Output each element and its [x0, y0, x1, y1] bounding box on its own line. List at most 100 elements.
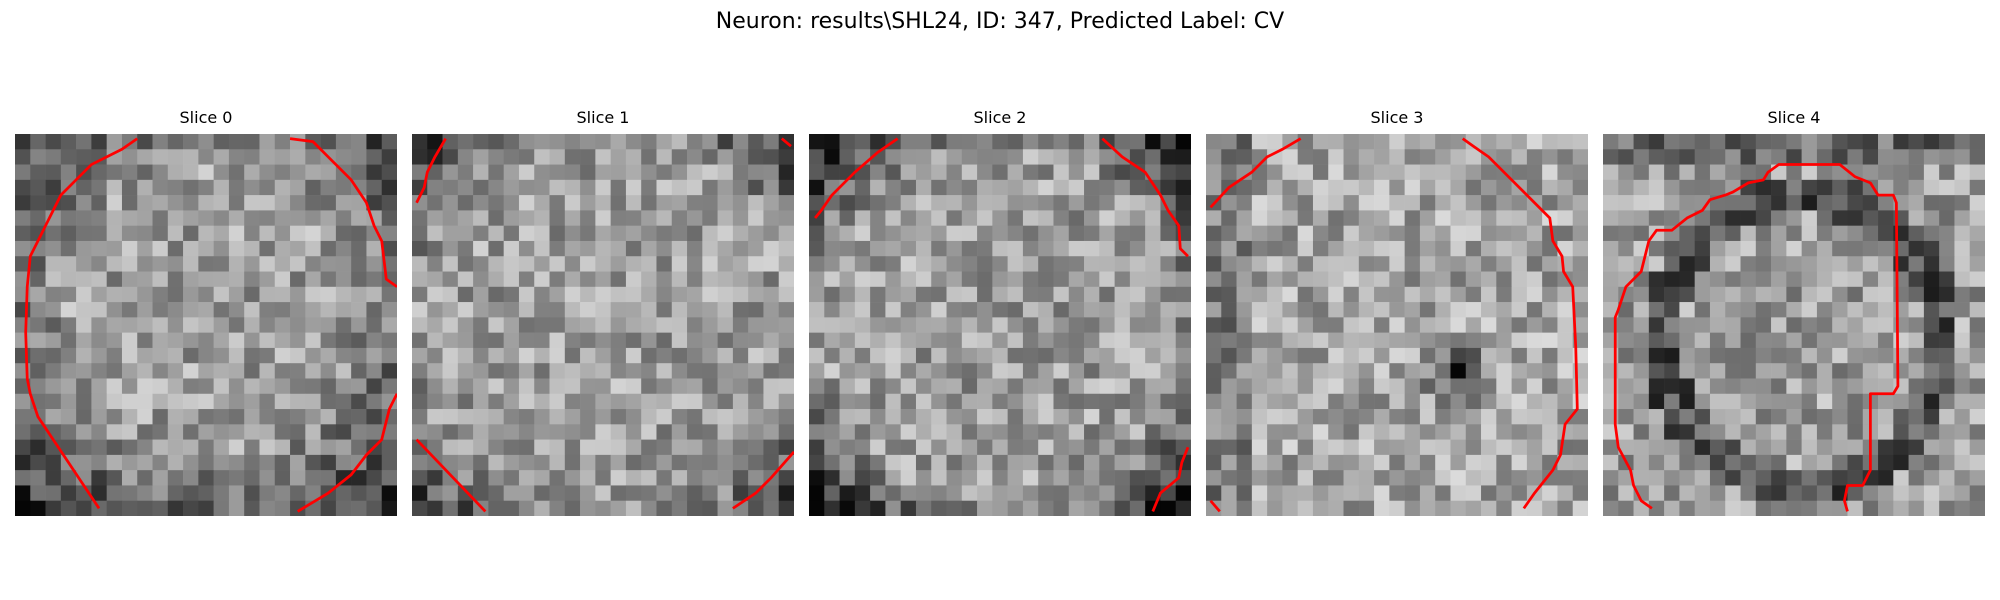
pixel-cell	[1145, 424, 1161, 440]
pixel-cell	[91, 409, 107, 425]
pixel-cell	[60, 424, 77, 440]
pixel-cell	[1648, 271, 1665, 288]
pixel-cell	[1816, 393, 1833, 410]
pixel-cell	[1648, 134, 1665, 150]
pixel-cell	[656, 240, 673, 257]
pixel-cell	[1282, 470, 1298, 486]
pixel-cell	[931, 271, 947, 288]
pixel-cell	[1099, 240, 1115, 257]
pixel-cell	[137, 439, 153, 456]
pixel-cell	[1954, 302, 1971, 318]
pixel-cell	[1481, 485, 1497, 502]
pixel-cell	[1160, 393, 1177, 410]
pixel-cell	[809, 240, 825, 257]
pixel-cell	[763, 240, 780, 257]
pixel-cell	[778, 332, 794, 349]
pixel-cell	[1465, 500, 1482, 516]
pixel-cell	[1969, 470, 1985, 486]
pixel-cell	[290, 149, 306, 165]
pixel-cell	[610, 225, 627, 242]
pixel-cell	[900, 195, 917, 211]
pixel-cell	[977, 256, 993, 272]
pixel-cell	[366, 409, 383, 425]
pixel-cell	[1435, 271, 1451, 288]
pixel-cell	[106, 347, 123, 364]
pixel-cell	[1465, 302, 1482, 318]
pixel-cell	[992, 271, 1008, 288]
pixel-cell	[1099, 439, 1115, 456]
pixel-cell	[76, 424, 92, 440]
pixel-cell	[152, 286, 169, 303]
pixel-cell	[1832, 393, 1848, 410]
pixel-cell	[1832, 424, 1848, 440]
pixel-cell	[748, 302, 764, 318]
pixel-cell	[1450, 454, 1467, 471]
pixel-cell	[534, 439, 550, 456]
pixel-cell	[687, 409, 703, 425]
pixel-cell	[1481, 409, 1497, 425]
pixel-cell	[1435, 195, 1451, 211]
pixel-cell	[1618, 164, 1634, 181]
pixel-cell	[580, 225, 596, 242]
pixel-cell	[1969, 179, 1985, 196]
pixel-cell	[1236, 409, 1253, 425]
pixel-cell	[1038, 409, 1054, 425]
pixel-cell	[1954, 363, 1971, 379]
pixel-cell	[717, 500, 734, 516]
pixel-cell	[1954, 240, 1971, 257]
pixel-cell	[824, 271, 840, 288]
pixel-cell	[1893, 363, 1909, 379]
pixel-cell	[1511, 164, 1528, 181]
pixel-cell	[610, 179, 627, 196]
pixel-cell	[1221, 470, 1237, 486]
pixel-cell	[1160, 454, 1177, 471]
pixel-cell	[351, 225, 367, 242]
pixel-cell	[671, 195, 688, 211]
pixel-cell	[1603, 286, 1619, 303]
pixel-cell	[656, 470, 673, 486]
pixel-cell	[1816, 409, 1833, 425]
pixel-cell	[1068, 470, 1085, 486]
pixel-cell	[76, 347, 92, 364]
pixel-cell	[1251, 393, 1268, 410]
pixel-cell	[1038, 485, 1054, 502]
pixel-cell	[60, 164, 77, 181]
pixel-cell	[244, 454, 260, 471]
pixel-cell	[1312, 454, 1329, 471]
pixel-cell	[870, 134, 886, 150]
pixel-cell	[1374, 286, 1390, 303]
pixel-cell	[1908, 409, 1925, 425]
pixel-cell	[518, 347, 535, 364]
pixel-cell	[1038, 225, 1054, 242]
pixel-cell	[213, 347, 230, 364]
pixel-cell	[320, 378, 337, 395]
pixel-cell	[198, 485, 214, 502]
pixel-cell	[1847, 470, 1864, 486]
pixel-cell	[931, 302, 947, 318]
pixel-cell	[274, 317, 291, 333]
pixel-cell	[1267, 256, 1283, 272]
pixel-cell	[915, 286, 932, 303]
pixel-cell	[1435, 454, 1451, 471]
pixel-cell	[641, 134, 657, 150]
pixel-cell	[335, 302, 352, 318]
pixel-cell	[1648, 256, 1665, 272]
pixel-cell	[1542, 134, 1558, 150]
pixel-cell	[1557, 317, 1574, 333]
pixel-cell	[183, 271, 199, 288]
pixel-cell	[1557, 500, 1574, 516]
pixel-cell	[1129, 363, 1146, 379]
pixel-cell	[656, 393, 673, 410]
pixel-cell	[1618, 409, 1634, 425]
pixel-cell	[1007, 240, 1024, 257]
pixel-cell	[1862, 500, 1879, 516]
pixel-cell	[91, 195, 107, 211]
pixel-cell	[1084, 317, 1100, 333]
pixel-cell	[1755, 149, 1772, 165]
pixel-cell	[1251, 271, 1268, 288]
pixel-cell	[1908, 424, 1925, 440]
pixel-cell	[1496, 332, 1512, 349]
pixel-cell	[1068, 500, 1085, 516]
pixel-cell	[259, 271, 276, 288]
pixel-cell	[381, 332, 397, 349]
